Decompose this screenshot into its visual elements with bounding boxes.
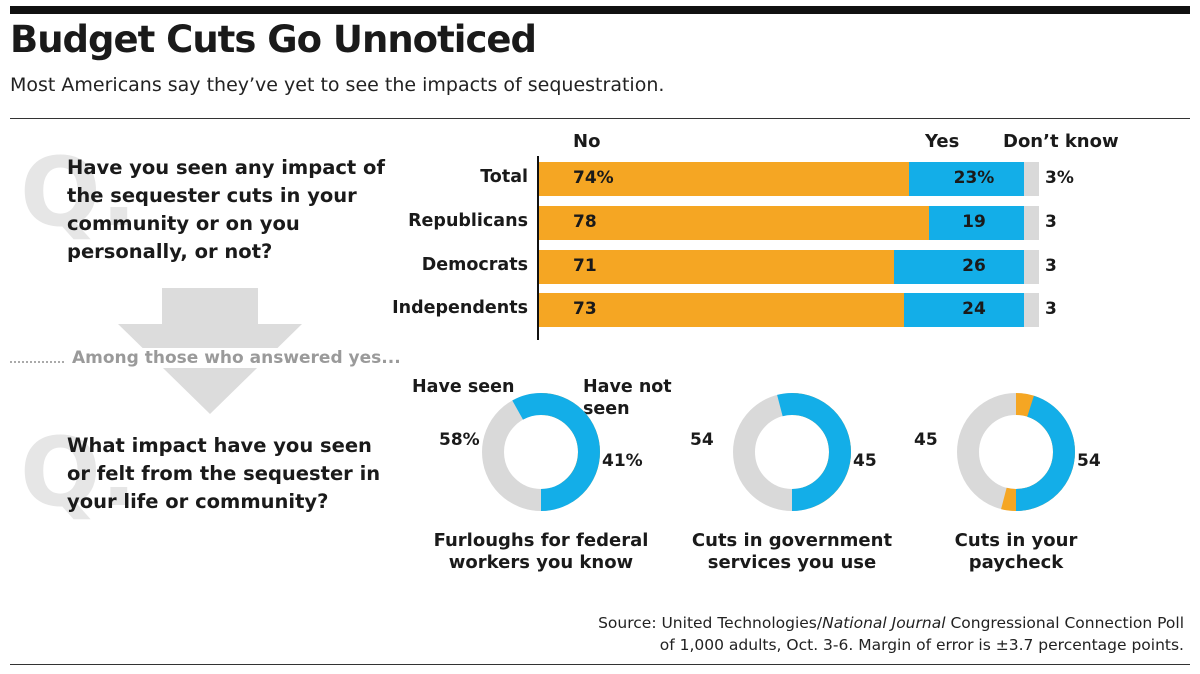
bottom-rule bbox=[10, 664, 1190, 665]
bar-segment-no bbox=[539, 206, 929, 240]
bar-value-label: 3 bbox=[1045, 256, 1057, 276]
q-mark-1: Q. bbox=[20, 138, 137, 248]
category-label: Republicans bbox=[408, 211, 528, 231]
bar-segment-yes bbox=[929, 206, 1024, 240]
page-subtitle: Most Americans say they’ve yet to see th… bbox=[10, 74, 665, 96]
donut-chart bbox=[957, 393, 1075, 511]
bar-value-label: 78 bbox=[573, 212, 597, 232]
bar-segment-no bbox=[539, 162, 909, 196]
donut-value-have-seen: 45 bbox=[914, 430, 938, 450]
bar-value-label: 23% bbox=[953, 168, 995, 188]
category-label: Total bbox=[480, 167, 528, 187]
bar-value-label: 19 bbox=[962, 212, 986, 232]
bar-value-label: 26 bbox=[962, 256, 986, 276]
q-mark-2: Q. bbox=[20, 418, 137, 528]
donut-value-have-not-seen: 41% bbox=[602, 451, 643, 471]
bar-value-label: 71 bbox=[573, 256, 597, 276]
legend-yes: Yes bbox=[925, 131, 960, 152]
donut-legend-have-seen: Have seen bbox=[412, 377, 515, 397]
question-2: What impact have you seen or felt from t… bbox=[67, 434, 381, 513]
top-rule bbox=[10, 6, 1190, 14]
bar-value-label: 24 bbox=[962, 299, 986, 319]
donut-chart bbox=[733, 393, 851, 511]
donut-caption: Cuts in government services you use bbox=[691, 530, 893, 573]
category-label: Democrats bbox=[421, 255, 528, 275]
bar-segment-no bbox=[539, 250, 894, 284]
donut-value-have-seen: 58% bbox=[439, 430, 480, 450]
category-label: Independents bbox=[392, 298, 528, 318]
page-title: Budget Cuts Go Unnoticed bbox=[10, 18, 537, 61]
source-note: Source: United Technologies/National Jou… bbox=[598, 612, 1184, 656]
among-label: Among those who answered yes... bbox=[66, 348, 407, 368]
source-line-2: of 1,000 adults, Oct. 3-6. Margin of err… bbox=[659, 636, 1184, 654]
donut-slice-have-seen bbox=[957, 393, 1075, 511]
bar-value-label: 3 bbox=[1045, 299, 1057, 319]
donut-value-have-seen: 54 bbox=[690, 430, 714, 450]
bar-segment-don-t-know bbox=[1024, 250, 1039, 284]
donut-chart bbox=[482, 393, 600, 511]
bar-segment-no bbox=[539, 293, 904, 327]
bar-segment-yes bbox=[894, 250, 1024, 284]
legend-no: No bbox=[573, 131, 601, 152]
bar-segment-don-t-know bbox=[1024, 293, 1039, 327]
bar-segment-yes bbox=[909, 162, 1024, 196]
source-publication: National Journal bbox=[822, 614, 946, 632]
donut-caption: Cuts in your paycheck bbox=[954, 530, 1078, 573]
donut-value-have-not-seen: 54 bbox=[1077, 451, 1101, 471]
bar-segment-yes bbox=[904, 293, 1024, 327]
donut-caption: Furloughs for federal workers you know bbox=[433, 530, 649, 573]
source-suffix: Congressional Connection Poll bbox=[945, 614, 1184, 632]
bar-axis bbox=[537, 156, 539, 340]
bar-value-label: 3 bbox=[1045, 212, 1057, 232]
donut-value-have-not-seen: 45 bbox=[853, 451, 877, 471]
bar-value-label: 3% bbox=[1045, 168, 1074, 188]
question-1: Have you seen any impact of the sequeste… bbox=[67, 156, 385, 263]
source-prefix: Source: United Technologies/ bbox=[598, 614, 823, 632]
divider bbox=[10, 118, 1190, 119]
bar-segment-don-t-know bbox=[1024, 162, 1039, 196]
donut-slice-have-seen bbox=[482, 393, 600, 511]
bar-value-label: 73 bbox=[573, 299, 597, 319]
donut-slice-have-seen bbox=[733, 393, 851, 511]
bar-value-label: 74% bbox=[573, 168, 614, 188]
bar-segment-don-t-know bbox=[1024, 206, 1039, 240]
donut-legend-have-not-seen: Have not seen bbox=[583, 377, 672, 419]
legend-dont-know: Don’t know bbox=[1003, 131, 1119, 152]
